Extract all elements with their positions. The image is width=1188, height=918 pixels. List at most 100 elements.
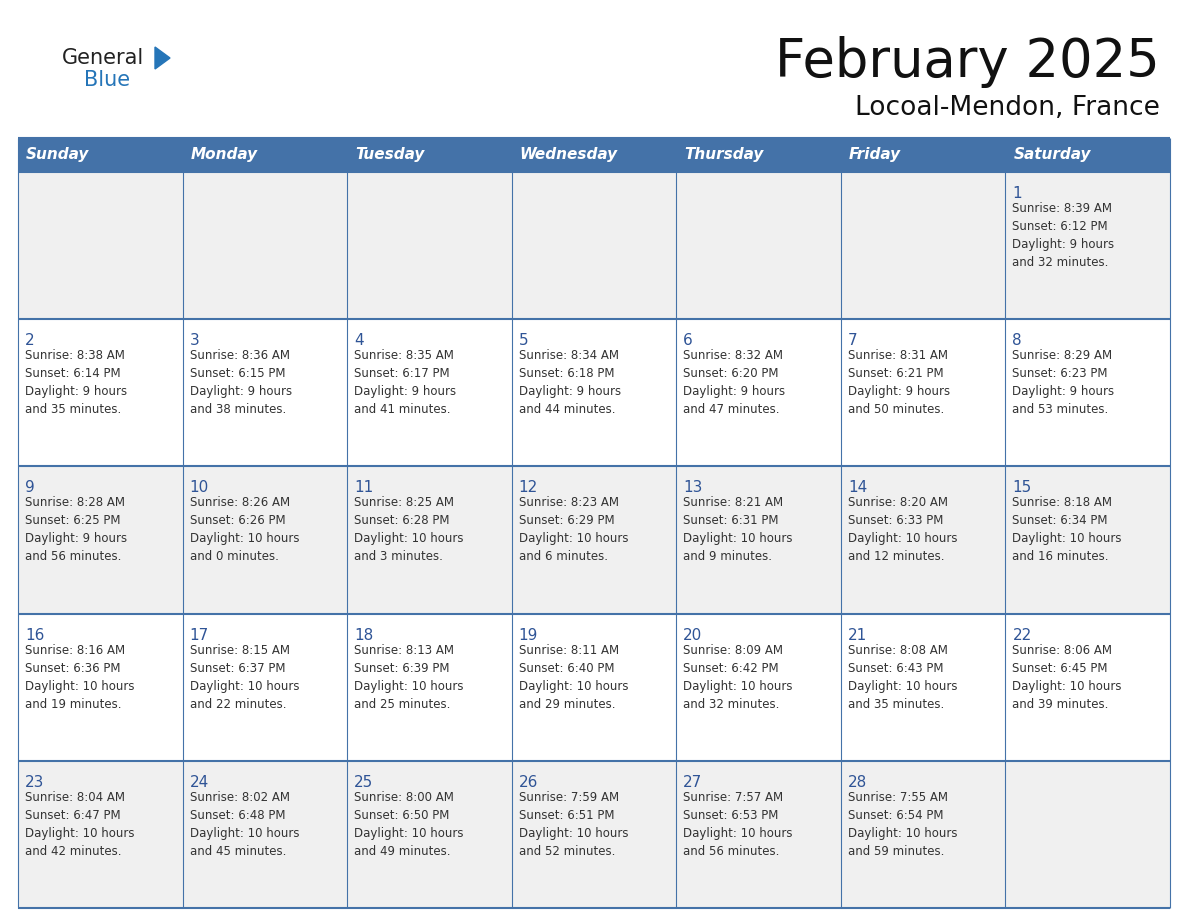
- Bar: [1005, 613, 1170, 761]
- Text: Sunrise: 8:11 AM
Sunset: 6:40 PM
Daylight: 10 hours
and 29 minutes.: Sunrise: 8:11 AM Sunset: 6:40 PM Dayligh…: [519, 644, 628, 711]
- Bar: [512, 761, 676, 908]
- Text: Sunrise: 8:02 AM
Sunset: 6:48 PM
Daylight: 10 hours
and 45 minutes.: Sunrise: 8:02 AM Sunset: 6:48 PM Dayligh…: [190, 790, 299, 857]
- Text: Locoal-Mendon, France: Locoal-Mendon, France: [855, 95, 1159, 121]
- Bar: [841, 613, 1005, 761]
- Bar: [347, 172, 512, 319]
- Text: Friday: Friday: [849, 148, 901, 162]
- Text: 6: 6: [683, 333, 693, 348]
- Bar: [18, 319, 183, 466]
- Bar: [347, 613, 512, 761]
- Bar: [347, 138, 512, 172]
- Text: Thursday: Thursday: [684, 148, 764, 162]
- Text: 5: 5: [519, 333, 529, 348]
- Text: Sunrise: 8:21 AM
Sunset: 6:31 PM
Daylight: 10 hours
and 9 minutes.: Sunrise: 8:21 AM Sunset: 6:31 PM Dayligh…: [683, 497, 792, 564]
- Text: 17: 17: [190, 628, 209, 643]
- Text: 25: 25: [354, 775, 373, 789]
- Text: Sunrise: 8:15 AM
Sunset: 6:37 PM
Daylight: 10 hours
and 22 minutes.: Sunrise: 8:15 AM Sunset: 6:37 PM Dayligh…: [190, 644, 299, 711]
- Bar: [18, 613, 183, 761]
- Text: 14: 14: [848, 480, 867, 496]
- Bar: [347, 761, 512, 908]
- Bar: [512, 613, 676, 761]
- Text: Sunrise: 8:20 AM
Sunset: 6:33 PM
Daylight: 10 hours
and 12 minutes.: Sunrise: 8:20 AM Sunset: 6:33 PM Dayligh…: [848, 497, 958, 564]
- Bar: [512, 319, 676, 466]
- Bar: [18, 466, 183, 613]
- Text: 27: 27: [683, 775, 702, 789]
- Bar: [183, 613, 347, 761]
- Bar: [183, 466, 347, 613]
- Bar: [841, 466, 1005, 613]
- Text: 16: 16: [25, 628, 44, 643]
- Text: Sunrise: 8:32 AM
Sunset: 6:20 PM
Daylight: 9 hours
and 47 minutes.: Sunrise: 8:32 AM Sunset: 6:20 PM Dayligh…: [683, 349, 785, 416]
- Text: Monday: Monday: [190, 148, 258, 162]
- Text: 9: 9: [25, 480, 34, 496]
- Text: 22: 22: [1012, 628, 1031, 643]
- Text: Sunrise: 7:57 AM
Sunset: 6:53 PM
Daylight: 10 hours
and 56 minutes.: Sunrise: 7:57 AM Sunset: 6:53 PM Dayligh…: [683, 790, 792, 857]
- Bar: [1005, 319, 1170, 466]
- Bar: [1005, 172, 1170, 319]
- Text: General: General: [62, 48, 144, 68]
- Text: 11: 11: [354, 480, 373, 496]
- Bar: [1005, 761, 1170, 908]
- Text: 8: 8: [1012, 333, 1022, 348]
- Text: 13: 13: [683, 480, 702, 496]
- Bar: [183, 319, 347, 466]
- Bar: [841, 319, 1005, 466]
- Text: Sunrise: 8:36 AM
Sunset: 6:15 PM
Daylight: 9 hours
and 38 minutes.: Sunrise: 8:36 AM Sunset: 6:15 PM Dayligh…: [190, 349, 292, 416]
- Text: Saturday: Saturday: [1013, 148, 1091, 162]
- Bar: [676, 138, 841, 172]
- Bar: [841, 138, 1005, 172]
- Bar: [1005, 138, 1170, 172]
- Bar: [512, 172, 676, 319]
- Text: 1: 1: [1012, 186, 1022, 201]
- Text: 20: 20: [683, 628, 702, 643]
- Bar: [676, 172, 841, 319]
- Bar: [183, 172, 347, 319]
- Text: 19: 19: [519, 628, 538, 643]
- Bar: [18, 138, 183, 172]
- Text: 7: 7: [848, 333, 858, 348]
- Text: Sunrise: 8:23 AM
Sunset: 6:29 PM
Daylight: 10 hours
and 6 minutes.: Sunrise: 8:23 AM Sunset: 6:29 PM Dayligh…: [519, 497, 628, 564]
- Text: Sunrise: 8:16 AM
Sunset: 6:36 PM
Daylight: 10 hours
and 19 minutes.: Sunrise: 8:16 AM Sunset: 6:36 PM Dayligh…: [25, 644, 134, 711]
- Bar: [676, 613, 841, 761]
- Text: Sunrise: 8:28 AM
Sunset: 6:25 PM
Daylight: 9 hours
and 56 minutes.: Sunrise: 8:28 AM Sunset: 6:25 PM Dayligh…: [25, 497, 127, 564]
- Text: Sunday: Sunday: [26, 148, 89, 162]
- Text: Blue: Blue: [84, 70, 131, 90]
- Text: Sunrise: 7:55 AM
Sunset: 6:54 PM
Daylight: 10 hours
and 59 minutes.: Sunrise: 7:55 AM Sunset: 6:54 PM Dayligh…: [848, 790, 958, 857]
- Text: Sunrise: 8:04 AM
Sunset: 6:47 PM
Daylight: 10 hours
and 42 minutes.: Sunrise: 8:04 AM Sunset: 6:47 PM Dayligh…: [25, 790, 134, 857]
- Text: 28: 28: [848, 775, 867, 789]
- Text: 23: 23: [25, 775, 44, 789]
- Text: 21: 21: [848, 628, 867, 643]
- Text: Sunrise: 8:38 AM
Sunset: 6:14 PM
Daylight: 9 hours
and 35 minutes.: Sunrise: 8:38 AM Sunset: 6:14 PM Dayligh…: [25, 349, 127, 416]
- Text: Sunrise: 8:34 AM
Sunset: 6:18 PM
Daylight: 9 hours
and 44 minutes.: Sunrise: 8:34 AM Sunset: 6:18 PM Dayligh…: [519, 349, 621, 416]
- Text: Sunrise: 8:25 AM
Sunset: 6:28 PM
Daylight: 10 hours
and 3 minutes.: Sunrise: 8:25 AM Sunset: 6:28 PM Dayligh…: [354, 497, 463, 564]
- Bar: [347, 466, 512, 613]
- Bar: [676, 466, 841, 613]
- Text: 3: 3: [190, 333, 200, 348]
- Text: Sunrise: 7:59 AM
Sunset: 6:51 PM
Daylight: 10 hours
and 52 minutes.: Sunrise: 7:59 AM Sunset: 6:51 PM Dayligh…: [519, 790, 628, 857]
- Polygon shape: [154, 47, 170, 69]
- Bar: [347, 319, 512, 466]
- Bar: [676, 319, 841, 466]
- Bar: [512, 138, 676, 172]
- Text: Sunrise: 8:00 AM
Sunset: 6:50 PM
Daylight: 10 hours
and 49 minutes.: Sunrise: 8:00 AM Sunset: 6:50 PM Dayligh…: [354, 790, 463, 857]
- Text: Sunrise: 8:13 AM
Sunset: 6:39 PM
Daylight: 10 hours
and 25 minutes.: Sunrise: 8:13 AM Sunset: 6:39 PM Dayligh…: [354, 644, 463, 711]
- Bar: [841, 172, 1005, 319]
- Bar: [183, 138, 347, 172]
- Bar: [18, 761, 183, 908]
- Text: 12: 12: [519, 480, 538, 496]
- Text: 26: 26: [519, 775, 538, 789]
- Bar: [512, 466, 676, 613]
- Bar: [18, 172, 183, 319]
- Bar: [183, 761, 347, 908]
- Text: 18: 18: [354, 628, 373, 643]
- Text: 4: 4: [354, 333, 364, 348]
- Text: Sunrise: 8:06 AM
Sunset: 6:45 PM
Daylight: 10 hours
and 39 minutes.: Sunrise: 8:06 AM Sunset: 6:45 PM Dayligh…: [1012, 644, 1121, 711]
- Text: Sunrise: 8:18 AM
Sunset: 6:34 PM
Daylight: 10 hours
and 16 minutes.: Sunrise: 8:18 AM Sunset: 6:34 PM Dayligh…: [1012, 497, 1121, 564]
- Text: Sunrise: 8:26 AM
Sunset: 6:26 PM
Daylight: 10 hours
and 0 minutes.: Sunrise: 8:26 AM Sunset: 6:26 PM Dayligh…: [190, 497, 299, 564]
- Text: Sunrise: 8:08 AM
Sunset: 6:43 PM
Daylight: 10 hours
and 35 minutes.: Sunrise: 8:08 AM Sunset: 6:43 PM Dayligh…: [848, 644, 958, 711]
- Text: Sunrise: 8:39 AM
Sunset: 6:12 PM
Daylight: 9 hours
and 32 minutes.: Sunrise: 8:39 AM Sunset: 6:12 PM Dayligh…: [1012, 202, 1114, 269]
- Bar: [1005, 466, 1170, 613]
- Text: Sunrise: 8:29 AM
Sunset: 6:23 PM
Daylight: 9 hours
and 53 minutes.: Sunrise: 8:29 AM Sunset: 6:23 PM Dayligh…: [1012, 349, 1114, 416]
- Text: Sunrise: 8:35 AM
Sunset: 6:17 PM
Daylight: 9 hours
and 41 minutes.: Sunrise: 8:35 AM Sunset: 6:17 PM Dayligh…: [354, 349, 456, 416]
- Bar: [676, 761, 841, 908]
